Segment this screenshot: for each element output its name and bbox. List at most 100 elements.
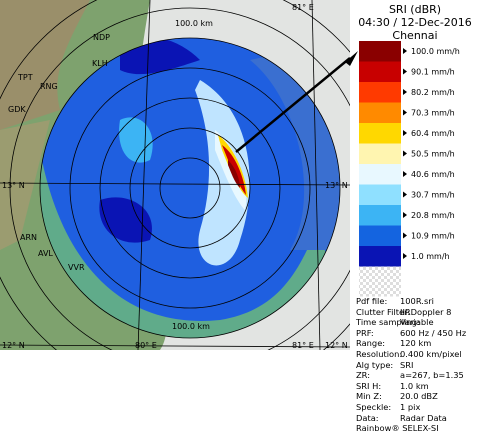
legend-swatch <box>359 246 401 267</box>
legend-tick <box>403 109 407 116</box>
footer: Rainbow® SELEX-SI <box>356 423 439 434</box>
lon-label: 81° E <box>292 341 314 350</box>
legend-tick <box>403 212 407 218</box>
legend-label: 40.6 mm/h <box>411 170 455 179</box>
info-value: a=267, b=1.35 <box>400 370 464 381</box>
info-key: Clutter Filter: <box>356 306 411 317</box>
legend-tick <box>403 171 407 177</box>
arrow-head <box>345 51 358 66</box>
side-panel: SRI (dBR) 04:30 / 12-Dec-2016 Chennai <box>350 0 480 434</box>
legend-label: 70.3 mm/h <box>411 109 455 118</box>
radar-echo <box>40 38 340 338</box>
info-row: Speckle: 1 pix <box>356 402 466 413</box>
town-label: NDP <box>93 33 110 42</box>
info-row: Range: 120 km <box>356 338 466 349</box>
info-value: SRI <box>400 359 414 370</box>
legend-label: 20.8 mm/h <box>411 211 455 220</box>
town-label: AVL <box>38 249 53 258</box>
lat-label: 12° N <box>325 341 348 350</box>
town-label: KLH <box>92 59 108 68</box>
info-value: 1 pix <box>400 401 421 412</box>
legend-tick <box>403 48 407 54</box>
legend-tick <box>403 253 407 259</box>
town-label: ARN <box>20 233 37 242</box>
legend-swatch <box>359 184 401 205</box>
info-key: SRI H: <box>356 380 382 391</box>
legend-tick <box>403 89 407 95</box>
legend-nodata <box>359 266 401 297</box>
town-label: GDK <box>8 105 26 114</box>
lon-label: 80° E <box>135 341 157 350</box>
legend-tick <box>403 130 407 136</box>
lon-label: 81° E <box>292 3 314 12</box>
legend-label: 100.0 mm/h <box>411 47 460 56</box>
legend-label: 50.5 mm/h <box>411 150 455 159</box>
legend-swatch <box>359 102 401 123</box>
legend-label: 30.7 mm/h <box>411 191 455 200</box>
info-row: Min Z: 20.0 dBZ <box>356 391 466 402</box>
info-value: Radar Data <box>400 412 447 423</box>
info-value: 20.0 dBZ <box>400 391 438 402</box>
info-key: Alg type: <box>356 359 394 370</box>
site-name: Chennai <box>392 29 438 42</box>
legend-swatch <box>359 61 401 82</box>
legend-label: 60.4 mm/h <box>411 129 455 138</box>
pointer-arrow <box>235 57 350 153</box>
legend-swatch <box>359 41 401 62</box>
info-row: Alg type: SRI <box>356 360 466 371</box>
info-value: 600 Hz / 450 Hz <box>400 327 467 338</box>
legend-tick <box>403 191 407 198</box>
legend-swatch <box>359 143 401 164</box>
legend-label: 90.1 mm/h <box>411 68 455 77</box>
info-key: Speckle: <box>356 401 392 412</box>
lat-label: 13° N <box>2 181 25 190</box>
info-row: ZR: a=267, b=1.35 <box>356 370 466 381</box>
info-key: Data: <box>356 412 379 423</box>
info-value: IIRDoppler 8 <box>400 306 452 317</box>
lat-label: 13° N <box>325 181 348 190</box>
info-row: Data: Radar Data <box>356 413 466 424</box>
town-label: VVR <box>68 263 85 272</box>
info-key: Pdf file: <box>356 296 388 306</box>
info-table: Pdf file: 100R.sri Clutter Filter: IIRDoppl… <box>356 296 466 434</box>
lat-label: 12° N <box>2 341 25 350</box>
info-key: Resolution: <box>356 348 403 359</box>
info-row: SRI H: 1.0 km <box>356 381 466 392</box>
range-rings <box>0 0 350 350</box>
info-row: Time sampling: Variable <box>356 317 466 328</box>
info-value: 100R.sri <box>400 296 434 306</box>
info-row: Resolution: 0.400 km/pixel <box>356 349 466 360</box>
info-key: Min Z: <box>356 391 382 402</box>
town-label: RNG <box>40 82 58 91</box>
info-key: PRF: <box>356 327 374 338</box>
info-key: ZR: <box>356 370 370 381</box>
info-key: Range: <box>356 338 386 349</box>
legend-swatch <box>359 82 401 103</box>
legend-tick <box>403 68 407 75</box>
legend-swatch <box>359 225 401 246</box>
range-label: 100.0 km <box>172 322 210 331</box>
legend-label: 1.0 mm/h <box>411 252 450 261</box>
legend-swatch <box>359 164 401 185</box>
legend-tick <box>403 232 407 239</box>
legend-swatch <box>359 123 401 144</box>
info-value: 1.0 km <box>400 380 429 391</box>
town-label: TPT <box>17 73 33 82</box>
info-row: PRF: 600 Hz / 450 Hz <box>356 328 466 339</box>
info-value: 120 km <box>400 338 432 349</box>
legend-label: 10.9 mm/h <box>411 232 455 241</box>
timestamp: 04:30 / 12-Dec-2016 <box>358 16 472 29</box>
info-row: Pdf file: 100R.sri <box>356 296 466 307</box>
legend-label: 80.2 mm/h <box>411 88 455 97</box>
product-title: SRI (dBR) <box>388 3 442 16</box>
info-value: 0.400 km/pixel <box>400 348 462 359</box>
legend-swatch <box>359 205 401 226</box>
legend-tick <box>403 150 407 157</box>
info-key: Time sampling: <box>356 317 420 328</box>
map-area: 100.0 km 100.0 km 81° E 81° E 80° E 13° … <box>0 0 350 350</box>
legend: 100.0 mm/h 90.1 mm/h 80.2 mm/h 70.3 mm/h 60.… <box>359 41 460 297</box>
range-label: 100.0 km <box>175 19 213 28</box>
info-row: Clutter Filter: IIRDoppler 8 <box>356 307 466 318</box>
